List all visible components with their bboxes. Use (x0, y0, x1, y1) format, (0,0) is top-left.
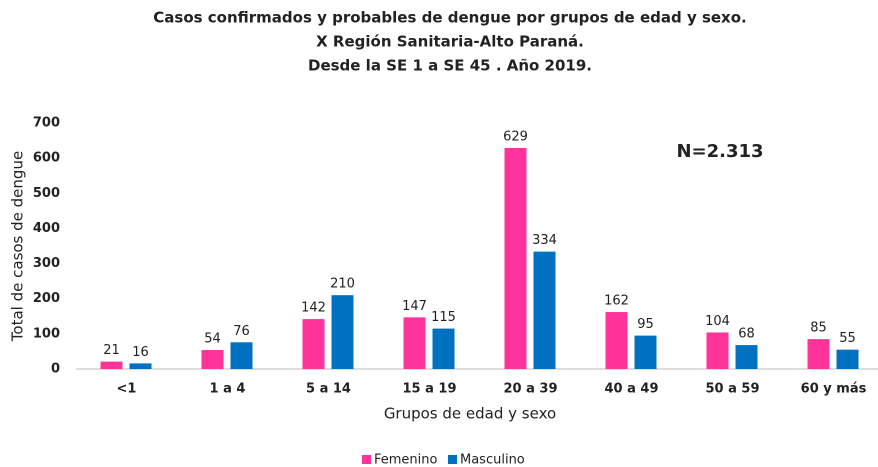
bar (533, 251, 556, 369)
value-label: 104 (705, 314, 730, 329)
legend-swatch (362, 455, 371, 464)
x-axis-label: Grupos de edad y sexo (384, 405, 556, 423)
bar (331, 295, 354, 369)
bar (129, 363, 152, 369)
value-label: 115 (431, 310, 456, 325)
bar (836, 349, 859, 369)
bar (403, 317, 426, 369)
y-tick-label: 300 (33, 256, 60, 271)
y-tick-label: 100 (33, 326, 60, 341)
value-label: 629 (503, 129, 528, 144)
bar (302, 319, 325, 369)
legend-swatch (448, 455, 457, 464)
legend-label: Masculino (460, 453, 525, 467)
chart-title: X Región Sanitaria-Alto Paraná. (316, 33, 584, 51)
chart-title: Desde la SE 1 a SE 45 . Año 2019. (308, 57, 592, 75)
value-label: 68 (738, 327, 755, 342)
y-tick-label: 200 (33, 291, 60, 306)
bar (201, 350, 224, 369)
x-tick-label: 5 a 14 (306, 382, 351, 397)
value-label: 16 (132, 345, 149, 360)
value-label: 21 (103, 343, 120, 358)
x-tick-label: 1 a 4 (210, 382, 246, 397)
y-tick-label: 700 (33, 116, 60, 131)
value-label: 210 (330, 277, 355, 292)
bar (504, 147, 527, 369)
x-tick-label: 15 a 19 (402, 382, 456, 397)
y-axis-label: Total de casos de dengue (9, 151, 27, 342)
x-tick-label: 60 y más (801, 382, 867, 397)
value-label: 334 (532, 233, 557, 248)
annotation: N=2.313 (676, 141, 763, 162)
bar (230, 342, 253, 369)
x-tick-label: 40 a 49 (604, 382, 658, 397)
value-label: 95 (637, 317, 654, 332)
bar (807, 339, 830, 369)
x-tick-label: 20 a 39 (503, 382, 557, 397)
bar (735, 345, 758, 369)
value-label: 162 (604, 294, 629, 309)
x-tick-label: <1 (117, 382, 137, 397)
y-tick-label: 400 (33, 221, 60, 236)
bar (100, 361, 123, 369)
bar (432, 328, 455, 369)
x-tick-label: 50 a 59 (705, 382, 759, 397)
legend-label: Femenino (374, 453, 438, 467)
value-label: 55 (839, 331, 856, 346)
y-tick-label: 600 (33, 151, 60, 166)
chart-title: Casos confirmados y probables de dengue … (153, 9, 746, 27)
y-tick-label: 0 (51, 362, 60, 377)
bar (706, 332, 729, 369)
bar (634, 335, 657, 369)
value-label: 85 (810, 321, 827, 336)
value-label: 76 (233, 324, 250, 339)
value-label: 147 (402, 299, 427, 314)
value-label: 54 (204, 332, 221, 347)
value-label: 142 (301, 301, 326, 316)
y-tick-label: 500 (33, 186, 60, 201)
bar (605, 312, 628, 369)
